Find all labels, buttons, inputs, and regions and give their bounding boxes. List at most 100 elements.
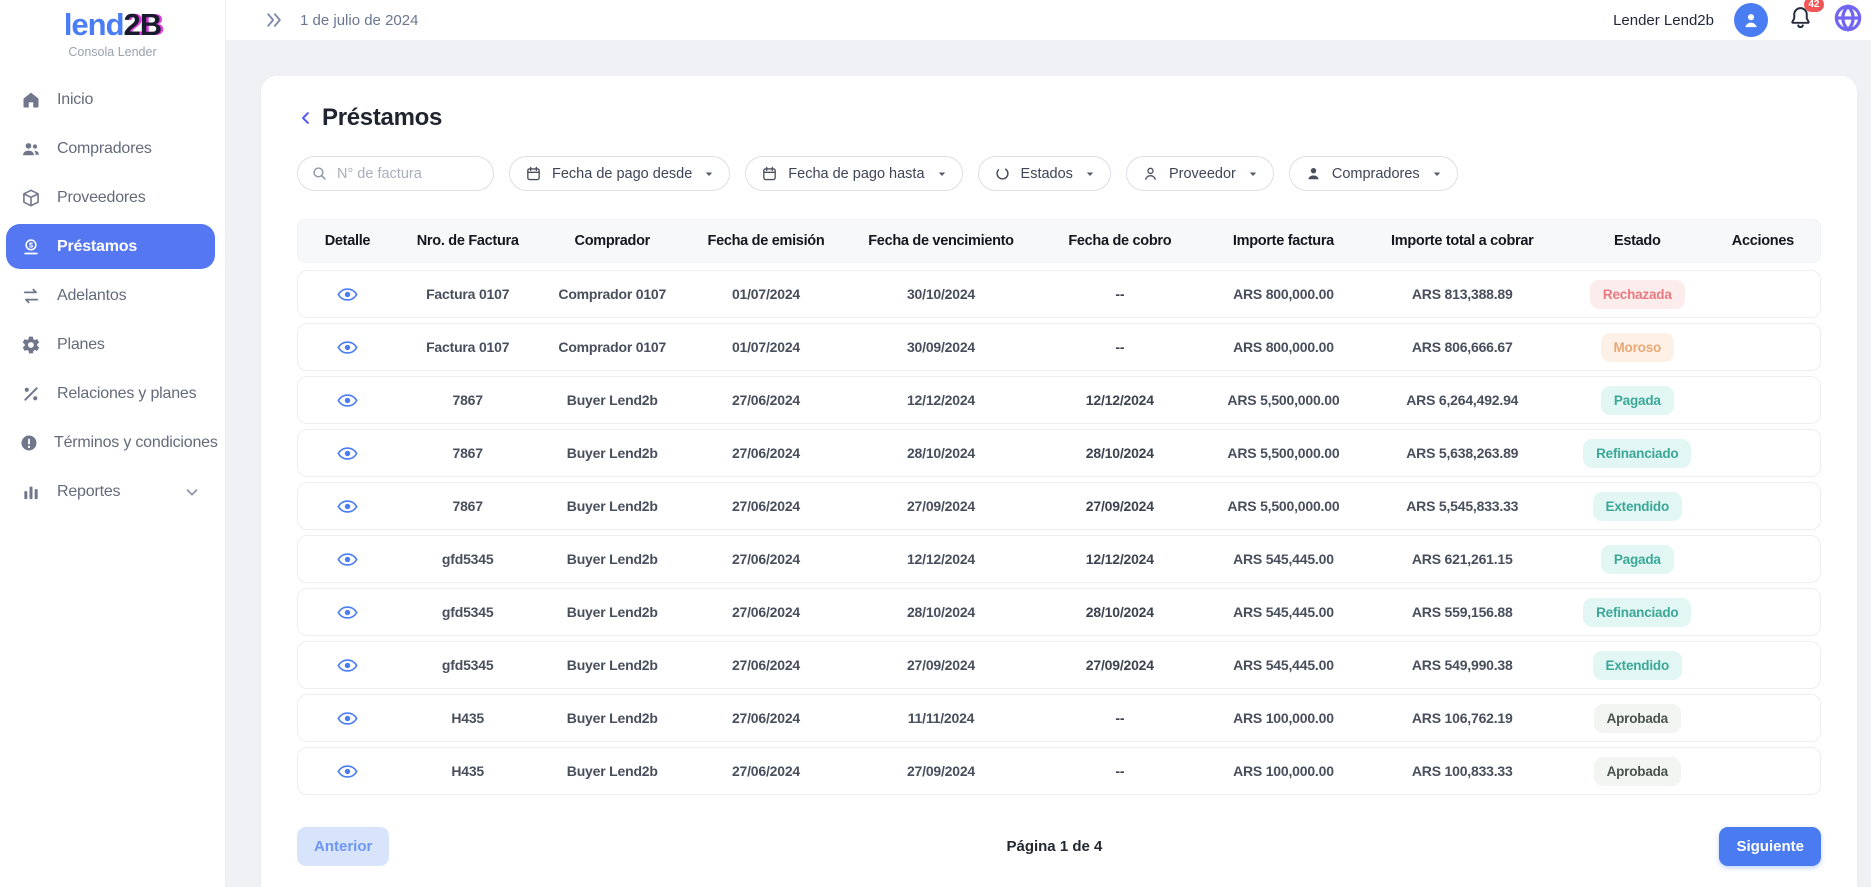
sidebar-item-planes[interactable]: Planes xyxy=(6,322,215,367)
sidebar-item-relaciones-y-planes[interactable]: Relaciones y planes xyxy=(6,371,215,416)
detail-cell xyxy=(298,761,397,782)
user-name: Lender Lend2b xyxy=(1613,11,1714,29)
filter-estados[interactable]: Estados xyxy=(977,156,1111,191)
eye-icon xyxy=(337,658,358,673)
filter-label: Fecha de pago desde xyxy=(552,165,693,182)
avatar[interactable] xyxy=(1734,3,1768,37)
previous-page-button[interactable]: Anterior xyxy=(297,827,390,866)
total-amount: ARS 106,762.19 xyxy=(1411,710,1513,726)
title-row: Préstamos xyxy=(297,104,1821,132)
logo-part-1: lend xyxy=(63,7,125,42)
eye-icon xyxy=(337,393,358,408)
sidebar-item-inicio[interactable]: Inicio xyxy=(6,77,215,122)
invoice-amount: ARS 100,000.00 xyxy=(1233,763,1334,779)
eye-icon xyxy=(337,764,358,779)
gear-icon xyxy=(19,335,42,355)
user-filled-icon xyxy=(1305,165,1322,182)
filter-proveedor[interactable]: Proveedor xyxy=(1125,156,1274,191)
back-chevron-icon[interactable] xyxy=(297,107,315,129)
filter-label: Estados xyxy=(1020,165,1073,182)
column-header: Fecha de emisión xyxy=(707,233,825,249)
sidebar-item-terminos-y-condiciones[interactable]: Términos y condiciones xyxy=(6,420,218,465)
chevron-down-icon[interactable] xyxy=(180,483,203,501)
invoice-amount: ARS 5,500,000.00 xyxy=(1227,498,1340,514)
issue-date: 27/06/2024 xyxy=(731,604,801,620)
loan-icon: $ xyxy=(19,237,42,257)
buyer-name: Buyer Lend2b xyxy=(566,710,658,726)
invoice-amount: ARS 100,000.00 xyxy=(1233,710,1334,726)
next-page-button[interactable]: Siguiente xyxy=(1719,827,1821,866)
view-detail-button[interactable] xyxy=(334,655,361,676)
view-detail-button[interactable] xyxy=(334,549,361,570)
prestamos-card: Préstamos Fecha de pago desde Fecha de pa… xyxy=(261,76,1857,887)
table-row: Factura 0107 Comprador 0107 01/07/2024 30/1… xyxy=(297,270,1821,318)
invoice-number: 7867 xyxy=(452,498,484,514)
view-detail-button[interactable] xyxy=(334,761,361,782)
detail-cell xyxy=(298,337,397,358)
topbar-right: Lender Lend2b 42 xyxy=(1613,0,1863,38)
sidebar-item-label: Reportes xyxy=(57,482,121,500)
buyer-name: Buyer Lend2b xyxy=(566,551,658,567)
status-cell: Aprobada xyxy=(1561,703,1713,733)
sidebar-item-label: Términos y condiciones xyxy=(54,433,218,451)
detail-cell xyxy=(298,496,397,517)
sidebar-item-adelantos[interactable]: Adelantos xyxy=(6,273,215,318)
page-indicator: Página 1 de 4 xyxy=(1006,838,1103,855)
issue-date: 01/07/2024 xyxy=(731,339,801,355)
table-row: gfd5345 Buyer Lend2b 27/06/2024 28/10/2024 2… xyxy=(297,588,1821,636)
caret-down-icon xyxy=(702,167,716,181)
sidebar-item-prestamos[interactable]: $ Préstamos xyxy=(6,224,215,270)
collapse-sidebar-icon[interactable] xyxy=(264,10,284,30)
sidebar-item-proveedores[interactable]: Proveedores xyxy=(6,175,215,220)
view-detail-button[interactable] xyxy=(334,602,361,623)
sidebar-item-reportes[interactable]: Reportes xyxy=(6,469,215,514)
eye-icon xyxy=(337,605,358,620)
sidebar-item-label: Relaciones y planes xyxy=(57,384,197,402)
notifications-bell-icon[interactable]: 42 xyxy=(1788,0,1824,35)
status-cell: Extendido xyxy=(1561,650,1713,680)
buyer-name: Buyer Lend2b xyxy=(566,604,658,620)
detail-cell xyxy=(298,708,397,729)
issue-date: 27/06/2024 xyxy=(731,392,801,408)
view-detail-button[interactable] xyxy=(334,284,361,305)
user-outline-icon xyxy=(1142,165,1159,182)
issue-date: 27/06/2024 xyxy=(731,763,801,779)
view-detail-button[interactable] xyxy=(334,443,361,464)
filter-label: Compradores xyxy=(1331,165,1420,182)
language-globe-icon[interactable] xyxy=(1833,3,1863,38)
page-title: Préstamos xyxy=(322,104,443,131)
issue-date: 01/07/2024 xyxy=(731,286,801,302)
status-badge: Pagada xyxy=(1600,385,1674,415)
sidebar-nav: Inicio Compradores Proveedores $ Préstamos Ad… xyxy=(0,77,225,514)
invoice-search-input[interactable] xyxy=(337,165,480,182)
invoice-amount: ARS 800,000.00 xyxy=(1233,286,1334,302)
status-cell: Refinanciado xyxy=(1561,597,1713,627)
eye-icon xyxy=(337,340,358,355)
box-icon xyxy=(19,188,42,208)
calendar-icon xyxy=(525,165,542,182)
total-amount: ARS 6,264,492.94 xyxy=(1406,392,1519,408)
logo-text: lend2B xyxy=(0,7,225,42)
view-detail-button[interactable] xyxy=(334,708,361,729)
invoice-amount: ARS 800,000.00 xyxy=(1233,339,1334,355)
sidebar-item-compradores[interactable]: Compradores xyxy=(6,126,215,171)
home-icon xyxy=(19,90,42,110)
invoice-number: 7867 xyxy=(452,445,484,461)
eye-icon xyxy=(337,711,358,726)
topbar: 1 de julio de 2024 Lender Lend2b 42 xyxy=(226,0,1871,40)
caret-down-icon xyxy=(1246,167,1260,181)
filter-fecha-de-pago-desde[interactable]: Fecha de pago desde xyxy=(509,156,731,191)
view-detail-button[interactable] xyxy=(334,337,361,358)
console-subtitle: Consola Lender xyxy=(68,45,157,60)
filter-label: Fecha de pago hasta xyxy=(788,165,925,182)
status-badge: Refinanciado xyxy=(1583,438,1692,468)
filter-compradores[interactable]: Compradores xyxy=(1288,156,1458,191)
calendar-icon xyxy=(761,165,778,182)
filter-fecha-de-pago-hasta[interactable]: Fecha de pago hasta xyxy=(745,156,963,191)
due-date: 27/09/2024 xyxy=(906,657,976,673)
view-detail-button[interactable] xyxy=(334,496,361,517)
issue-date: 27/06/2024 xyxy=(731,551,801,567)
eye-icon xyxy=(337,499,358,514)
view-detail-button[interactable] xyxy=(334,390,361,411)
buyer-name: Buyer Lend2b xyxy=(566,657,658,673)
